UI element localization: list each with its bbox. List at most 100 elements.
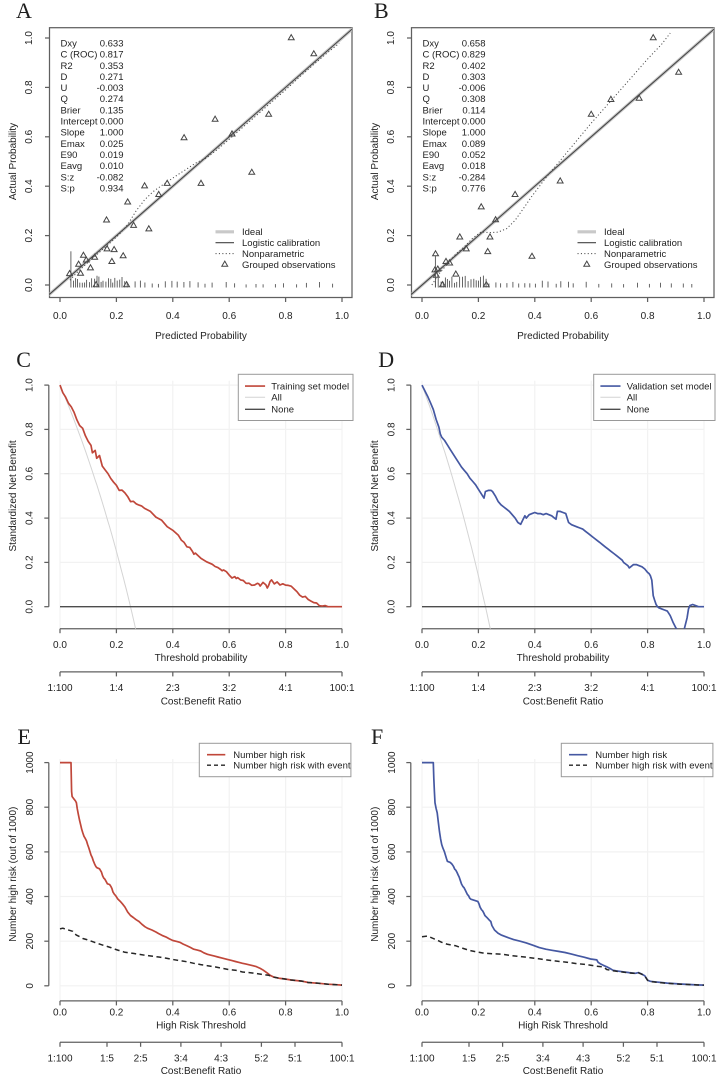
svg-text:Validation set model: Validation set model — [627, 381, 712, 392]
svg-text:0.2: 0.2 — [471, 311, 485, 322]
svg-text:800: 800 — [387, 798, 398, 815]
svg-text:0.4: 0.4 — [24, 511, 35, 525]
svg-text:Slope: Slope — [61, 128, 85, 139]
svg-text:0.817: 0.817 — [100, 50, 124, 61]
svg-text:Eavg: Eavg — [423, 161, 445, 172]
svg-text:1.0: 1.0 — [335, 311, 349, 322]
svg-text:S:z: S:z — [423, 172, 437, 183]
svg-text:E: E — [18, 724, 31, 749]
svg-text:0.6: 0.6 — [584, 311, 598, 322]
svg-text:0.8: 0.8 — [641, 1008, 655, 1019]
svg-text:1.000: 1.000 — [462, 128, 486, 139]
svg-text:100:1: 100:1 — [329, 683, 354, 694]
svg-text:Predicted Probability: Predicted Probability — [517, 331, 609, 342]
svg-text:0.402: 0.402 — [462, 61, 486, 72]
svg-text:600: 600 — [25, 843, 36, 860]
svg-text:0.4: 0.4 — [166, 311, 180, 322]
svg-text:All: All — [627, 393, 638, 404]
svg-text:Number high risk: Number high risk — [233, 750, 305, 761]
svg-text:1:100: 1:100 — [409, 1053, 434, 1064]
svg-text:0.2: 0.2 — [109, 1008, 123, 1019]
svg-text:Actual Probability: Actual Probability — [370, 123, 381, 200]
svg-text:2:5: 2:5 — [496, 1053, 510, 1064]
svg-text:None: None — [627, 405, 650, 416]
svg-text:0.2: 0.2 — [109, 640, 123, 651]
svg-text:100:1: 100:1 — [329, 1053, 354, 1064]
svg-text:S:z: S:z — [61, 172, 75, 183]
svg-text:-0.284: -0.284 — [459, 172, 486, 183]
svg-text:0.8: 0.8 — [24, 422, 35, 436]
svg-text:600: 600 — [387, 843, 398, 860]
svg-text:C (ROC): C (ROC) — [61, 50, 98, 61]
svg-text:0.0: 0.0 — [386, 278, 397, 292]
svg-text:Training set model: Training set model — [271, 381, 349, 392]
svg-text:0.303: 0.303 — [462, 72, 486, 83]
svg-text:0.829: 0.829 — [462, 50, 486, 61]
svg-text:Cost:Benefit Ratio: Cost:Benefit Ratio — [161, 697, 242, 708]
svg-text:1.0: 1.0 — [697, 640, 711, 651]
svg-text:0.0: 0.0 — [415, 311, 429, 322]
svg-text:0.6: 0.6 — [24, 129, 35, 143]
svg-text:C: C — [16, 347, 31, 372]
svg-text:Standardized Net Benefit: Standardized Net Benefit — [370, 440, 381, 551]
svg-text:Predicted Probability: Predicted Probability — [155, 331, 247, 342]
svg-text:0.0: 0.0 — [386, 599, 397, 613]
svg-text:Number high risk with event: Number high risk with event — [595, 761, 713, 772]
svg-text:1.000: 1.000 — [100, 128, 124, 139]
svg-text:C (ROC): C (ROC) — [423, 50, 460, 61]
svg-text:0.633: 0.633 — [100, 39, 124, 50]
svg-text:100:1: 100:1 — [691, 1053, 716, 1064]
svg-text:0.2: 0.2 — [386, 228, 397, 242]
svg-text:400: 400 — [387, 888, 398, 905]
svg-text:3:4: 3:4 — [536, 1053, 550, 1064]
svg-text:0.8: 0.8 — [386, 80, 397, 94]
svg-text:Cost:Benefit Ratio: Cost:Benefit Ratio — [161, 1066, 242, 1076]
svg-text:0.114: 0.114 — [462, 105, 485, 116]
svg-text:1.0: 1.0 — [335, 1008, 349, 1019]
svg-text:0.6: 0.6 — [222, 640, 236, 651]
svg-text:S:p: S:p — [423, 184, 437, 195]
svg-text:Cost:Benefit Ratio: Cost:Benefit Ratio — [523, 697, 604, 708]
svg-text:Number high risk: Number high risk — [595, 750, 667, 761]
svg-text:E90: E90 — [61, 150, 78, 161]
svg-text:Q: Q — [423, 94, 430, 105]
svg-text:D: D — [423, 72, 430, 83]
svg-text:0: 0 — [387, 983, 398, 989]
svg-text:Nonparametric: Nonparametric — [242, 249, 305, 260]
svg-text:Number high risk (out of 1000): Number high risk (out of 1000) — [370, 807, 381, 942]
svg-text:0.308: 0.308 — [462, 94, 486, 105]
svg-text:0.6: 0.6 — [584, 1008, 598, 1019]
svg-text:0.2: 0.2 — [109, 311, 123, 322]
svg-text:0.8: 0.8 — [279, 311, 293, 322]
svg-text:0.0: 0.0 — [24, 599, 35, 613]
svg-text:0.274: 0.274 — [100, 94, 124, 105]
svg-text:0.8: 0.8 — [24, 80, 35, 94]
svg-text:2:5: 2:5 — [134, 1053, 148, 1064]
svg-text:0.052: 0.052 — [462, 150, 486, 161]
svg-text:0.2: 0.2 — [471, 1008, 485, 1019]
svg-text:Number high risk (out of 1000): Number high risk (out of 1000) — [8, 807, 19, 942]
svg-text:0.0: 0.0 — [415, 1008, 429, 1019]
svg-text:Cost:Benefit Ratio: Cost:Benefit Ratio — [523, 1066, 604, 1076]
svg-text:D: D — [378, 347, 394, 372]
svg-text:R2: R2 — [61, 61, 73, 72]
svg-text:0.4: 0.4 — [386, 179, 397, 193]
svg-text:Slope: Slope — [423, 128, 447, 139]
svg-text:1:4: 1:4 — [471, 683, 485, 694]
svg-text:Nonparametric: Nonparametric — [604, 249, 667, 260]
svg-text:1000: 1000 — [25, 751, 36, 774]
svg-text:0.776: 0.776 — [462, 184, 486, 195]
svg-text:Brier: Brier — [423, 105, 443, 116]
svg-text:4:3: 4:3 — [576, 1053, 590, 1064]
svg-text:5:2: 5:2 — [616, 1053, 630, 1064]
svg-text:1.0: 1.0 — [386, 31, 397, 45]
svg-text:100:1: 100:1 — [691, 683, 716, 694]
svg-text:0.018: 0.018 — [462, 161, 486, 172]
svg-text:0.0: 0.0 — [53, 1008, 67, 1019]
svg-text:200: 200 — [25, 932, 36, 949]
svg-text:Actual Probability: Actual Probability — [8, 123, 19, 200]
svg-text:0.6: 0.6 — [386, 129, 397, 143]
svg-text:Emax: Emax — [61, 139, 86, 150]
svg-text:3:4: 3:4 — [174, 1053, 188, 1064]
svg-text:0.8: 0.8 — [279, 640, 293, 651]
